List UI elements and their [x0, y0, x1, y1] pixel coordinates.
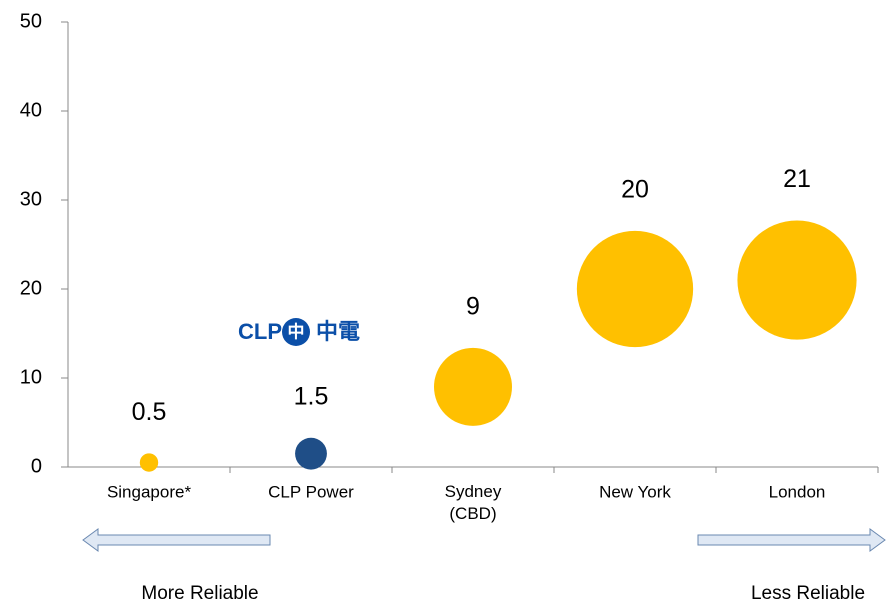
- right-annotation: Less Reliable: [751, 583, 865, 604]
- y-tick-label: 20: [20, 277, 42, 299]
- logo-icon-text: 中: [288, 321, 305, 341]
- logo-text: CLP: [238, 319, 282, 344]
- logo-icon: [282, 318, 310, 346]
- left-arrow: [82, 528, 271, 552]
- data-label: 1.5: [294, 382, 329, 410]
- y-tick-label: 30: [20, 188, 42, 210]
- x-tick-label: London: [769, 482, 826, 501]
- logo-chinese: 中電: [316, 319, 360, 344]
- y-tick-label: 50: [20, 10, 42, 32]
- y-tick-label: 10: [20, 366, 42, 388]
- y-tick-label: 40: [20, 99, 42, 121]
- data-label: 21: [783, 165, 811, 193]
- bubble: [737, 220, 857, 340]
- left-annotation: More Reliable: [141, 583, 258, 604]
- x-tick-label: Singapore*: [107, 482, 192, 501]
- data-label: 20: [621, 175, 649, 203]
- bubble: [576, 230, 694, 348]
- bubble: [139, 453, 159, 472]
- right-arrow: [697, 528, 886, 552]
- y-tick-label: 0: [31, 455, 42, 477]
- bubble: [434, 347, 512, 426]
- x-tick-label: Sydney (CBD): [445, 482, 502, 523]
- x-tick-label: CLP Power: [268, 482, 354, 501]
- bubble: [295, 437, 327, 470]
- data-label: 9: [466, 293, 480, 321]
- logo: CLP 中 中電: [238, 318, 360, 346]
- data-label: 0.5: [132, 398, 167, 426]
- x-tick-label: New York: [599, 482, 671, 501]
